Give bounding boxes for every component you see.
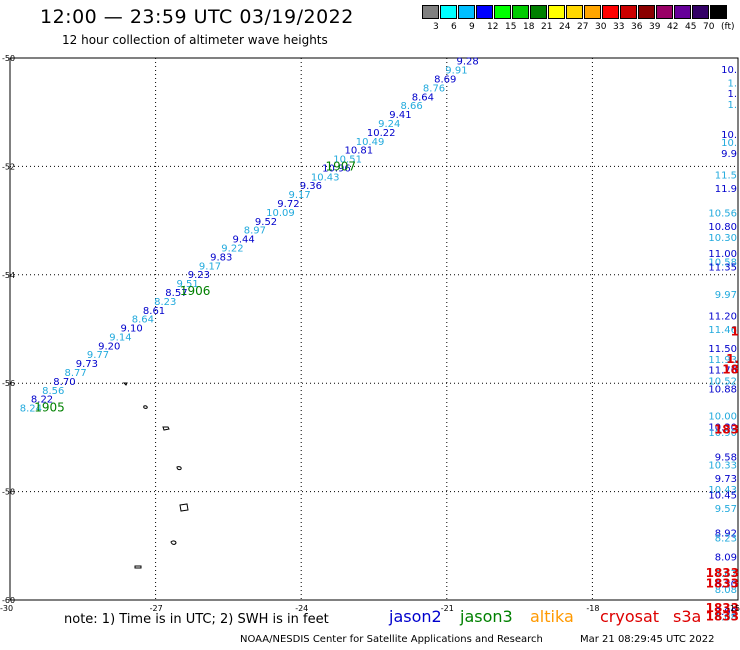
wave-height-label: 10.33 — [708, 461, 737, 472]
wave-height-label: 9.57 — [715, 504, 737, 515]
legend-label: 27 — [577, 22, 588, 32]
lon-tick-label: -21 — [441, 604, 454, 613]
units-note: note: 1) Time is in UTC; 2) SWH is in fe… — [64, 612, 329, 627]
wave-height-label: 11.35 — [708, 263, 737, 274]
satellite-jason3: jason3 — [460, 607, 513, 626]
legend-label: 18 — [523, 22, 534, 32]
time-label: 1 — [731, 325, 739, 339]
legend-label: 30 — [595, 22, 606, 32]
legend-swatch — [710, 5, 727, 19]
time-label: 1833 — [706, 577, 739, 591]
map-subtitle: 12 hour collection of altimeter wave hei… — [62, 33, 328, 47]
wave-height-label: 10.45 — [708, 490, 737, 501]
legend-label: 24 — [559, 22, 570, 32]
legend-swatch — [494, 5, 511, 19]
lat-tick-label: -50 — [2, 54, 15, 63]
time-label: 1906 — [180, 284, 211, 298]
wave-height-label: 1. — [727, 100, 737, 111]
legend-swatch — [548, 5, 565, 19]
legend-swatch — [584, 5, 601, 19]
satellite-s3a: s3a — [673, 607, 701, 626]
legend-swatch — [638, 5, 655, 19]
island — [180, 504, 188, 511]
wave-height-label: 10.80 — [708, 222, 737, 233]
lon-tick-label: -15 — [727, 604, 740, 613]
island — [177, 467, 181, 470]
map-title: 12:00 — 23:59 UTC 03/19/2022 — [40, 6, 354, 28]
legend-swatch — [656, 5, 673, 19]
wave-height-label: 10.56 — [708, 208, 737, 219]
wave-height-label: 10.30 — [708, 233, 737, 244]
legend-label: 42 — [667, 22, 678, 32]
legend-swatch — [512, 5, 529, 19]
wave-height-label: 8.23 — [715, 534, 737, 545]
wave-height-label: 10. — [721, 138, 737, 149]
jason-track-2: 10.1.1.1.10.10.9.911.511.910.5610.8010.3… — [706, 65, 739, 623]
wave-height-label: 1. — [727, 89, 737, 100]
legend-label: 70 — [703, 22, 714, 32]
island — [163, 427, 169, 430]
legend-label: 3 — [433, 22, 439, 32]
wave-height-label: 11.9 — [715, 184, 737, 195]
lat-tick-label: -54 — [2, 271, 15, 280]
wave-height-label: 9.9 — [721, 149, 737, 160]
generated-timestamp: Mar 21 08:29:45 UTC 2022 — [580, 634, 715, 645]
legend-swatch — [602, 5, 619, 19]
time-label: 1907 — [325, 159, 356, 173]
legend-swatch — [458, 5, 475, 19]
credit-footer: NOAA/NESDIS Center for Satellite Applica… — [240, 634, 543, 645]
satellite-cryosat: cryosat — [600, 607, 659, 626]
legend-label: 12 — [487, 22, 498, 32]
wave-height-label: 10.00 — [708, 412, 737, 423]
legend-swatch — [476, 5, 493, 19]
wave-height-label: 1. — [727, 78, 737, 89]
wave-height-label: 9.97 — [715, 290, 737, 301]
wave-height-label: 8.09 — [715, 553, 737, 564]
jason-track-1: 8.248.228.568.708.779.739.779.209.149.10… — [20, 57, 479, 415]
legend-swatch — [674, 5, 691, 19]
legend-label: 39 — [649, 22, 660, 32]
legend-swatch — [620, 5, 637, 19]
lon-tick-label: -18 — [586, 604, 599, 613]
island — [124, 383, 127, 385]
island — [171, 541, 176, 544]
wave-height-label: 11.5 — [715, 171, 737, 182]
wave-height-label: 9.28 — [457, 57, 479, 68]
lat-tick-label: -58 — [2, 488, 15, 497]
legend-label: 15 — [505, 22, 516, 32]
satellite-altika: altika — [530, 607, 574, 626]
legend-swatch — [422, 5, 439, 19]
legend-swatch — [692, 5, 709, 19]
legend-swatch — [440, 5, 457, 19]
time-label: 18 — [722, 363, 739, 377]
island — [135, 566, 141, 568]
legend-label: 45 — [685, 22, 696, 32]
legend-swatch — [566, 5, 583, 19]
legend-label: 9 — [469, 22, 475, 32]
legend-swatch — [530, 5, 547, 19]
lat-tick-label: -56 — [2, 379, 15, 388]
lat-tick-label: -52 — [2, 162, 15, 171]
time-label: 1905 — [34, 401, 65, 415]
legend-label: 21 — [541, 22, 552, 32]
legend-label: 6 — [451, 22, 457, 32]
legend-label: 36 — [631, 22, 642, 32]
legend-label: 33 — [613, 22, 624, 32]
wave-height-label: 9.73 — [715, 474, 737, 485]
lon-tick-label: -30 — [0, 604, 13, 613]
wave-height-label: 10. — [721, 65, 737, 76]
wave-height-label: 10.88 — [708, 385, 737, 396]
island — [144, 406, 148, 409]
wave-height-label: 11.20 — [708, 311, 737, 322]
time-label: 183 — [714, 422, 739, 436]
legend-unit: (ft) — [721, 22, 735, 32]
satellite-jason2: jason2 — [389, 607, 442, 626]
